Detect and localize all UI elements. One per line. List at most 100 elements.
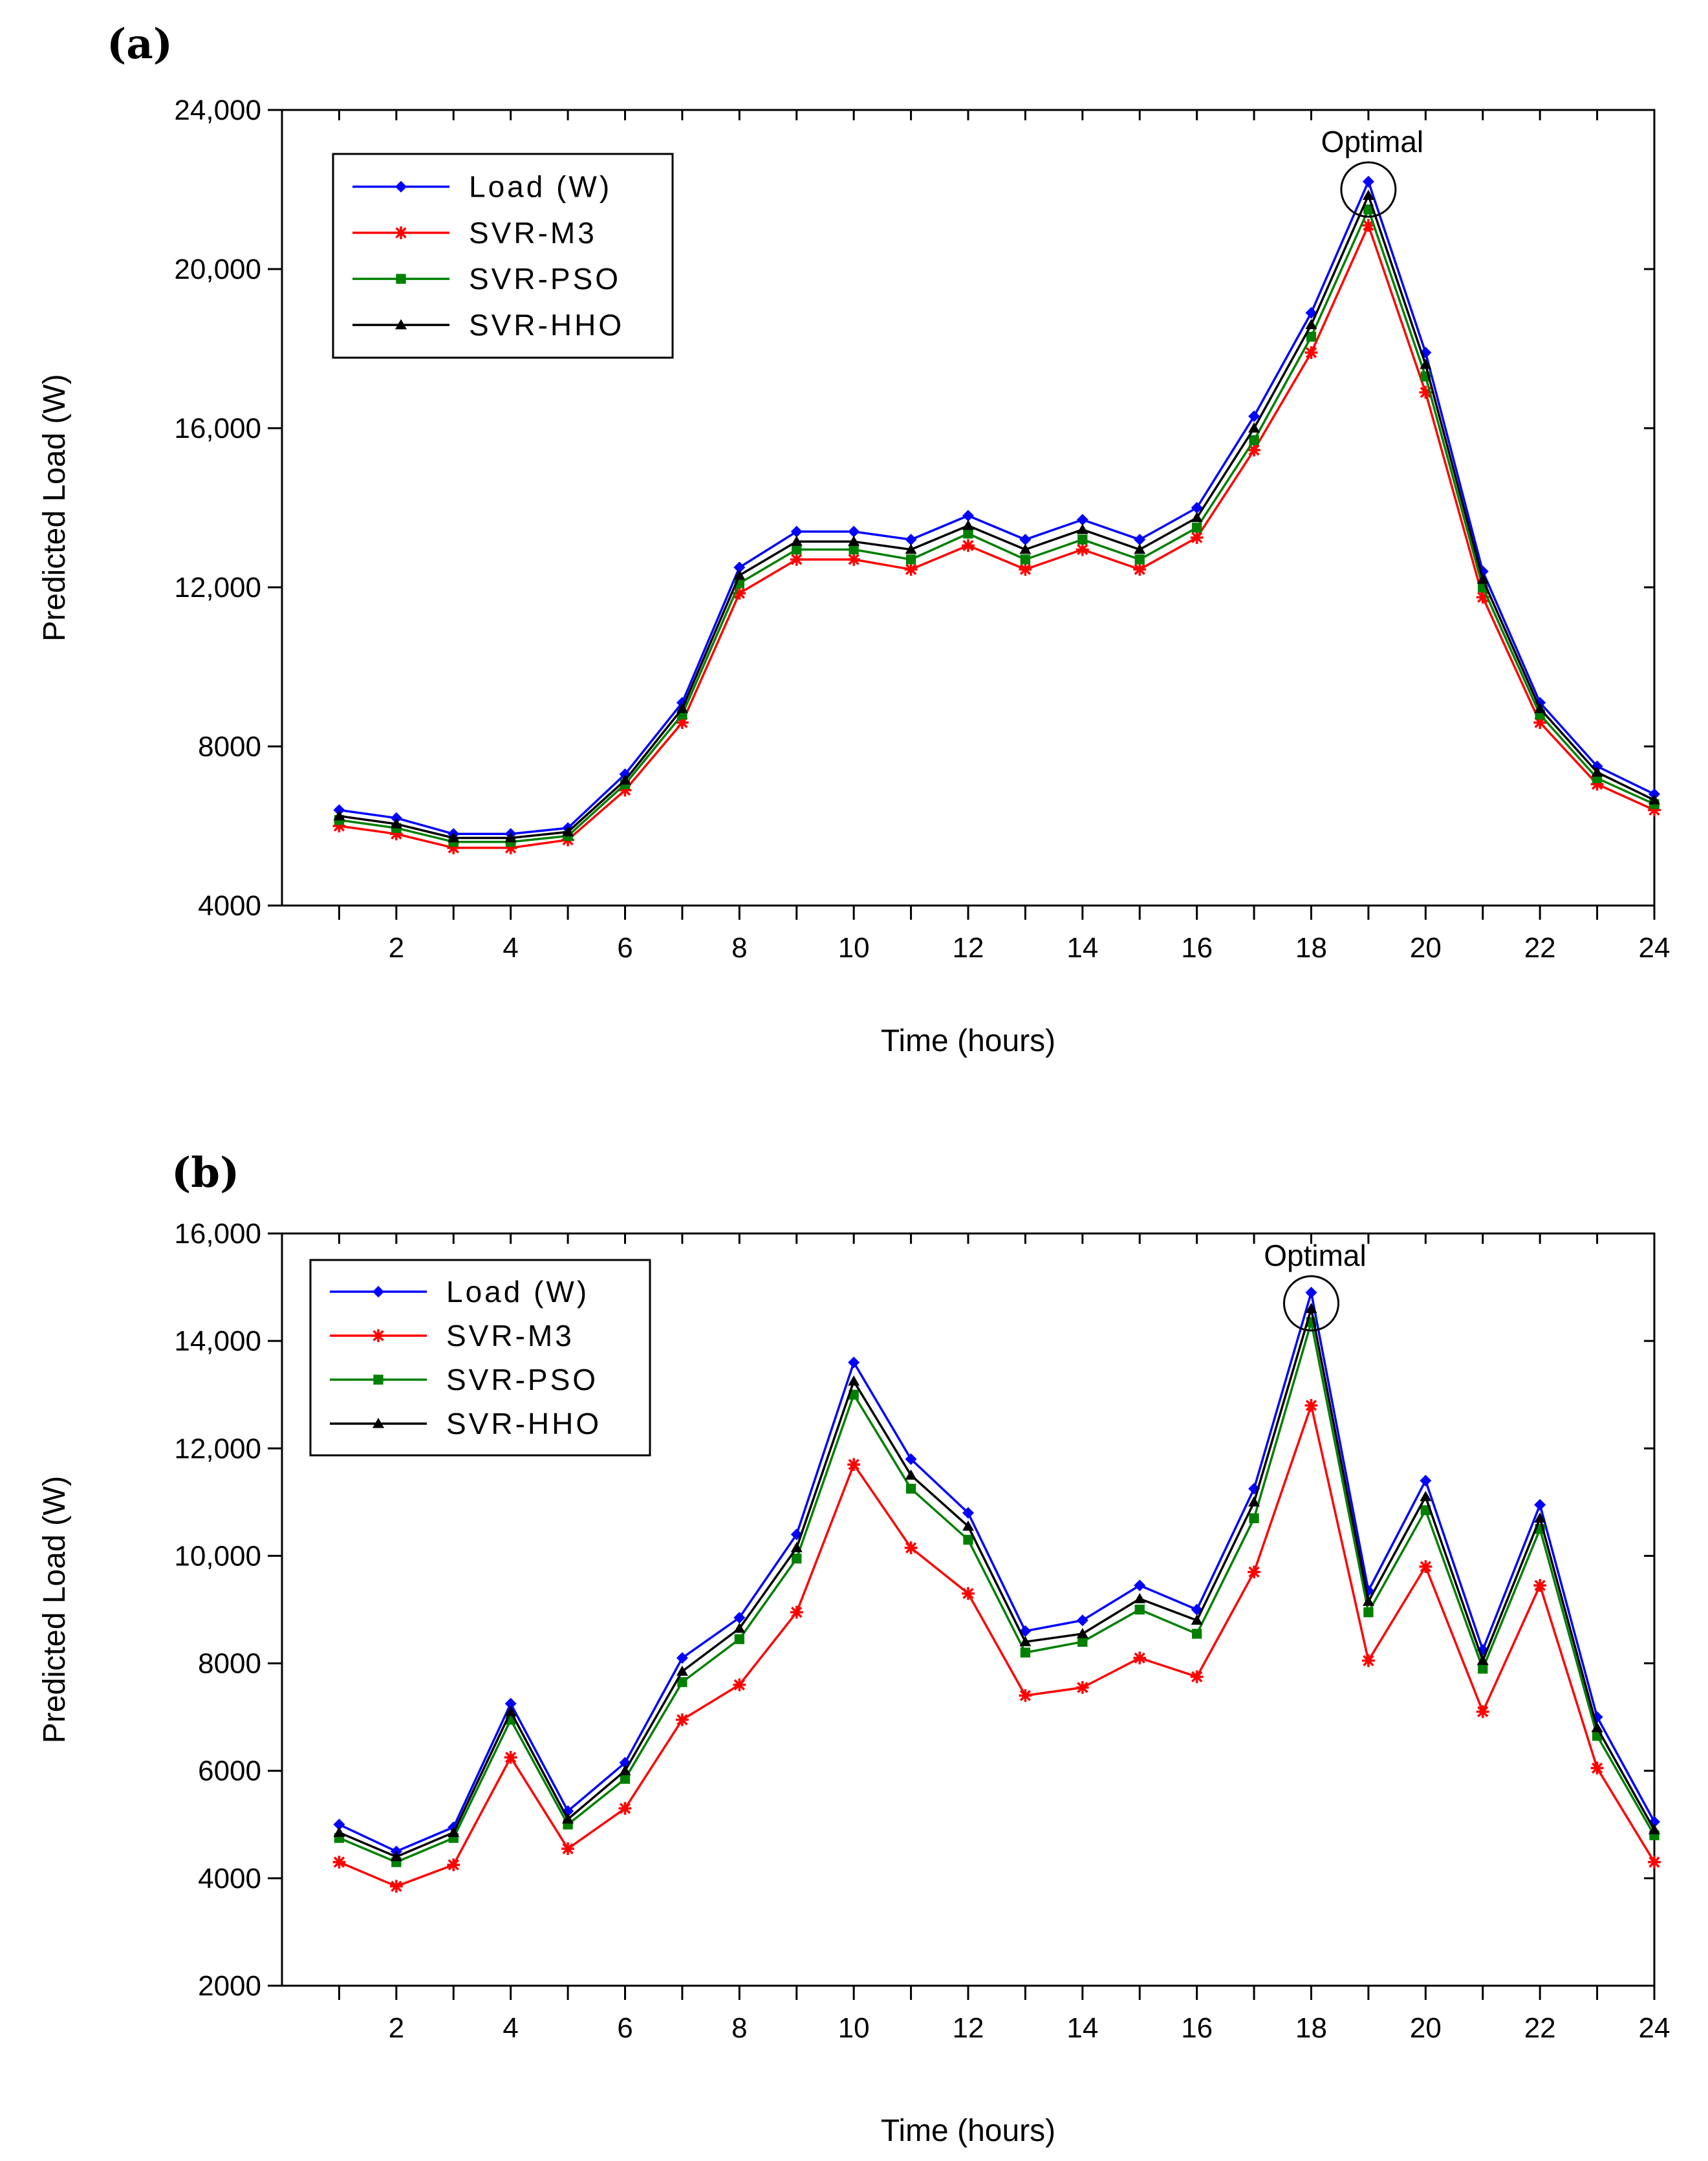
data-point [1248,422,1260,433]
data-point [1192,1629,1202,1639]
legend-label: SVR-PSO [469,262,621,296]
data-point [963,528,973,539]
data-point [333,804,345,816]
optimal-label: Optimal [1321,125,1423,158]
data-point [1076,1681,1089,1694]
legend-item: Load (W) [352,170,612,204]
data-point [504,1706,517,1717]
data-point [1020,1647,1031,1658]
x-tick-label: 20 [1410,2012,1442,2044]
data-point [1362,1654,1375,1667]
x-tick-label: 2 [389,2012,404,2044]
panel-label: (a) [107,20,173,69]
data-point [676,702,688,713]
data-point [962,1506,974,1519]
legend-marker [373,1374,384,1385]
y-tick-label: 10,000 [174,1540,261,1572]
data-point [849,544,859,555]
data-point [905,1453,917,1465]
data-point [447,1858,460,1871]
x-tick-label: 14 [1066,932,1098,964]
x-tick-label: 12 [953,2012,984,2044]
y-tick-label: 8000 [198,731,261,763]
data-point [1134,1592,1146,1603]
data-point [734,1634,744,1644]
data-point [733,569,746,580]
y-tick-label: 20,000 [174,254,261,285]
data-point [1362,190,1374,200]
legend-item: SVR-PSO [352,262,621,296]
series-line [339,180,1655,836]
legend-marker [373,1418,384,1428]
chart-panel-1: (b) 2000 4000 6000 8000 10,000 12,000 14,000 16,… [38,1149,1670,2148]
data-point [849,1389,859,1400]
optimal-label: Optimal [1264,1239,1366,1272]
data-point [904,1541,918,1554]
y-tick-label: 14,000 [174,1325,261,1357]
data-point [962,510,974,522]
series-line [338,1404,1656,1888]
data-point [1590,1761,1604,1775]
data-point [1076,1614,1088,1627]
data-point [676,1652,688,1664]
data-point [333,1818,345,1830]
data-point [1191,1614,1203,1625]
data-point [677,1677,687,1688]
data-point [1534,1499,1546,1511]
x-tick-label: 16 [1181,932,1213,964]
data-point [1076,514,1088,526]
data-point [962,539,975,552]
data-point [790,536,803,547]
data-point [1591,1722,1603,1733]
data-point [1020,554,1031,565]
legend-label: SVR-HHO [446,1407,601,1440]
y-tick-label: 12,000 [174,572,261,603]
x-tick-label: 6 [617,932,632,964]
data-point [848,525,860,538]
data-point [1363,204,1374,215]
data-point [1076,523,1088,534]
legend-marker [395,226,407,239]
data-point [963,1534,973,1545]
y-tick-label: 12,000 [174,1433,261,1464]
data-point [1533,1579,1547,1592]
data-point [1192,523,1202,533]
data-point [733,1622,746,1633]
data-point [1248,410,1260,422]
data-point [1362,1596,1374,1606]
x-axis-title: Time (hours) [881,2114,1055,2148]
data-point [1476,1705,1489,1719]
data-point [333,1827,345,1837]
data-point [1134,1580,1146,1592]
y-axis-title: Predicted Load (W) [38,1476,72,1744]
legend-item: SVR-M3 [330,1319,572,1352]
data-point [504,1751,517,1764]
data-point [733,1611,746,1623]
x-tick-label: 14 [1066,2012,1098,2044]
x-tick-label: 16 [1181,2012,1213,2044]
data-point [1077,1636,1088,1647]
data-point [962,519,974,530]
legend-item: SVR-HHO [330,1407,601,1440]
data-point [561,1842,574,1856]
data-point [1077,534,1088,545]
series-svr-m3 [332,1398,1661,1893]
data-point [1190,1670,1204,1684]
data-point [1076,543,1089,556]
data-point [1134,554,1145,565]
data-point [792,1553,802,1564]
x-tick-label: 4 [503,2012,518,2044]
series-line [339,208,1655,843]
data-point [1019,1636,1032,1647]
legend-label: Load (W) [469,170,612,204]
series-line [338,1307,1656,1858]
data-point [389,1880,403,1893]
data-point [1304,1398,1318,1412]
data-point [1249,435,1259,446]
data-point [504,832,517,843]
data-point [1190,531,1204,545]
series-svr-pso [334,204,1659,847]
data-point [332,1856,346,1869]
data-point [1476,1655,1489,1666]
